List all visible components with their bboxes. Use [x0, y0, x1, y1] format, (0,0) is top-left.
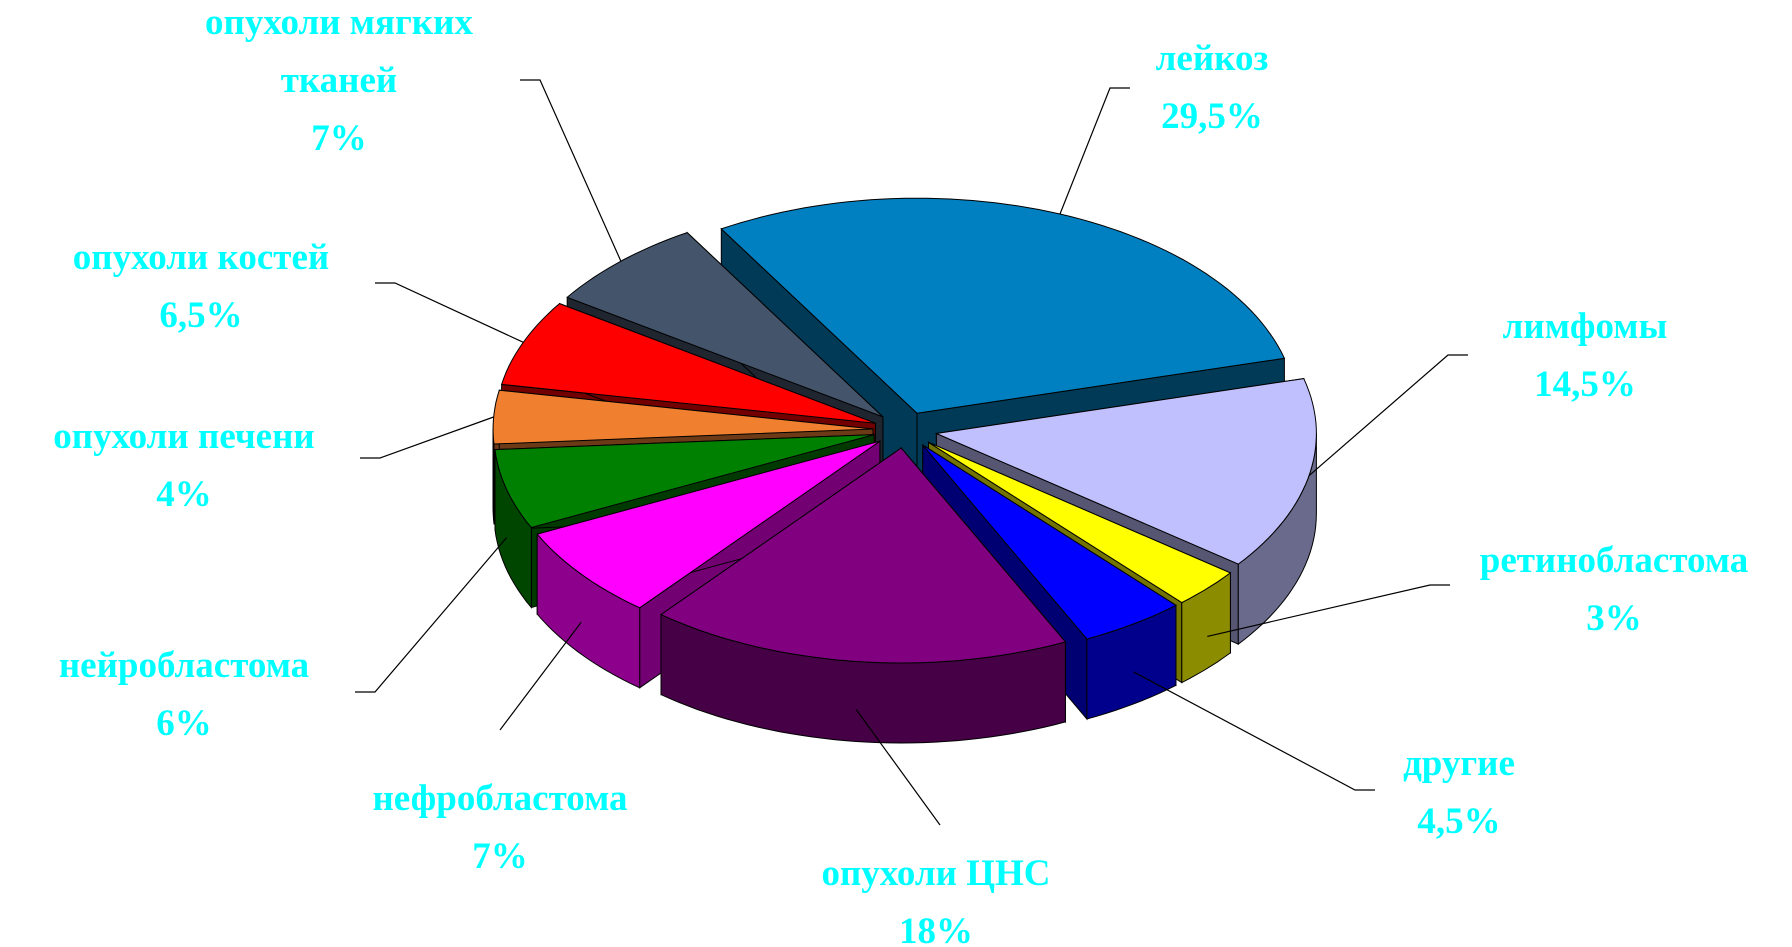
leader-line	[375, 282, 524, 343]
category-label: лейкоз	[1155, 38, 1269, 79]
data-label: опухоли ЦНС 18%	[821, 845, 1050, 947]
category-label: опухоли мягких тканей	[205, 2, 473, 101]
data-label: нефробластома 7%	[372, 770, 627, 886]
slice-top	[922, 444, 1178, 640]
data-label: лейкоз 29,5%	[1156, 30, 1269, 146]
leader-line	[1207, 584, 1450, 637]
leader-line	[855, 709, 941, 826]
value-label: 7%	[311, 118, 367, 159]
value-label: 14,5%	[1534, 364, 1636, 405]
slice-top	[928, 441, 1232, 604]
value-label: 3%	[1586, 598, 1642, 639]
slice-top	[536, 440, 881, 609]
slice	[659, 446, 1067, 744]
value-label: 4%	[156, 474, 212, 515]
slice-top	[659, 447, 1067, 664]
category-label: опухоли ЦНС	[821, 853, 1051, 894]
slice-top	[494, 434, 875, 529]
slice-top	[492, 389, 874, 445]
value-label: 29,5%	[1161, 96, 1263, 137]
category-label: ретинобластома	[1479, 540, 1749, 581]
data-label: опухоли печени 4%	[53, 408, 315, 524]
data-label: лимфомы 14,5%	[1503, 298, 1668, 414]
value-label: 6,5%	[159, 295, 243, 336]
data-label: другие 4,5%	[1403, 735, 1515, 851]
data-label: ретинобластома 3%	[1480, 532, 1749, 648]
leader-line	[520, 79, 622, 262]
leader-line	[355, 537, 508, 693]
data-label: опухоли мягких тканей 7%	[169, 0, 509, 168]
category-label: опухоли костей	[72, 237, 330, 278]
value-label: 6%	[156, 703, 212, 744]
category-label: лимфомы	[1502, 306, 1668, 347]
category-label: нейробластома	[58, 645, 310, 686]
value-label: 4,5%	[1417, 801, 1501, 842]
leader-line	[499, 621, 582, 731]
category-label: другие	[1403, 743, 1515, 784]
category-label: опухоли печени	[53, 416, 315, 457]
value-label: 7%	[472, 836, 528, 877]
value-label: 18%	[899, 911, 973, 947]
data-label: нейробластома 6%	[59, 637, 309, 753]
leader-line	[1133, 671, 1375, 791]
category-label: нефробластома	[372, 778, 628, 819]
leader-line	[360, 416, 494, 459]
leader-line	[1059, 87, 1130, 215]
leader-line	[1308, 354, 1468, 477]
data-label: опухоли костей 6,5%	[73, 229, 329, 345]
